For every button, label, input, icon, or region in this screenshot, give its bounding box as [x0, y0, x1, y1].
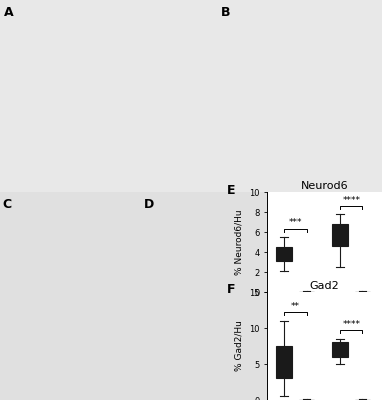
PathPatch shape — [277, 346, 292, 378]
Text: ****: **** — [342, 196, 360, 204]
Y-axis label: % Neurod6/Hu: % Neurod6/Hu — [235, 209, 244, 275]
PathPatch shape — [332, 342, 348, 357]
Text: WT: WT — [278, 302, 291, 311]
Text: B: B — [221, 6, 230, 19]
Text: E: E — [227, 184, 236, 197]
Text: C: C — [3, 198, 12, 211]
Title: Gad2: Gad2 — [310, 281, 340, 291]
Text: ****: **** — [342, 320, 360, 328]
Text: KO: KO — [301, 302, 312, 311]
Title: Neurod6: Neurod6 — [301, 181, 348, 191]
Y-axis label: % Gad2/Hu: % Gad2/Hu — [235, 320, 244, 372]
Text: **: ** — [291, 302, 300, 310]
Text: KO: KO — [357, 302, 368, 311]
Text: ***: *** — [289, 218, 302, 228]
PathPatch shape — [277, 247, 292, 261]
Text: Proximal: Proximal — [277, 314, 314, 323]
PathPatch shape — [332, 224, 348, 246]
Text: D: D — [144, 198, 154, 211]
Text: F: F — [227, 283, 236, 296]
Text: Distal: Distal — [339, 314, 363, 323]
Text: WT: WT — [333, 302, 347, 311]
Text: A: A — [4, 6, 14, 19]
